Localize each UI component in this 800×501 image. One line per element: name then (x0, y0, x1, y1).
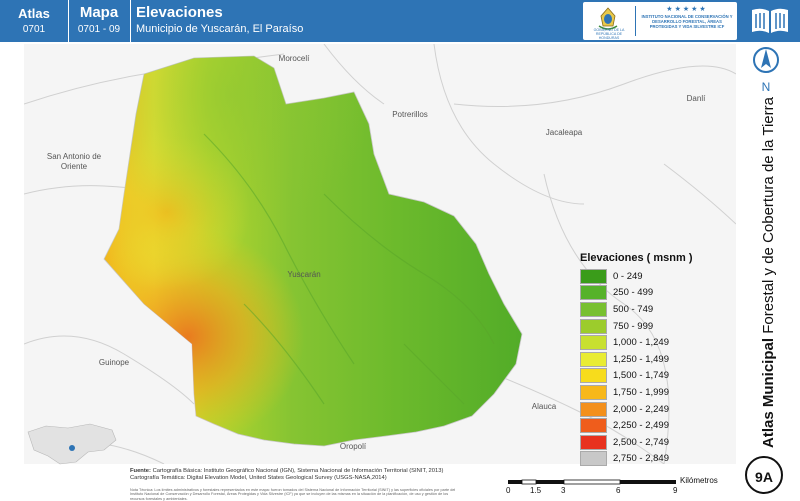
source-line-2: Cartografía Temática: Digital Elevation … (130, 475, 387, 481)
legend-label: 250 - 499 (613, 287, 654, 299)
legend-row: 2,750 - 2,849 (580, 451, 730, 468)
scale-bar: 0 1.5 3 6 9 Kilómetros (500, 476, 718, 500)
legend-label: 1,500 - 1,749 (613, 370, 669, 382)
legend-row: 750 - 999 (580, 318, 730, 335)
legend-row: 2,250 - 2,499 (580, 417, 730, 434)
place-san-antonio: San Antonio de Oriente (46, 152, 102, 171)
scale-tick: 9 (673, 486, 678, 495)
legend-label: 500 - 749 (613, 303, 654, 315)
legend-row: 1,750 - 1,999 (580, 384, 730, 401)
scale-tick: 0 (506, 486, 511, 495)
logo-divider (635, 6, 636, 36)
scale-bar-graphic (508, 479, 676, 485)
source-label: Fuente: (130, 468, 151, 474)
legend-rows: 0 - 249 250 - 499 500 - 749 750 - 999 1,… (580, 268, 730, 467)
atlas-label: Atlas (18, 6, 50, 21)
legend-row: 2,500 - 2,749 (580, 434, 730, 451)
legend-swatch (580, 335, 607, 351)
scale-tick: 1.5 (530, 486, 542, 495)
legend-swatch (580, 318, 607, 334)
place-oropoli: Oropolí (339, 442, 367, 451)
place-alauca: Alauca (531, 402, 557, 411)
legend-row: 0 - 249 (580, 268, 730, 285)
atlas-cell: Atlas 0701 (0, 0, 69, 42)
legend-label: 1,750 - 1,999 (613, 386, 669, 398)
north-arrow-icon: N (753, 47, 779, 94)
place-danli: Danlí (686, 94, 706, 103)
legend-swatch (580, 268, 607, 284)
legend-swatch (580, 368, 607, 384)
elevation-map (24, 44, 736, 464)
place-yuscaran: Yuscarán (287, 270, 321, 279)
vertical-title-rest: Forestal y de Cobertura de la Tierra (760, 97, 777, 338)
legend-swatch (580, 351, 607, 367)
scale-unit: Kilómetros (680, 476, 718, 485)
honduras-crest-icon (598, 7, 618, 30)
book-icon (752, 8, 788, 33)
legend-row: 1,000 - 1,249 (580, 334, 730, 351)
north-label: N (762, 80, 771, 94)
scale-tick: 6 (616, 486, 621, 495)
legend-label: 2,500 - 2,749 (613, 436, 669, 448)
legend-row: 250 - 499 (580, 285, 730, 302)
map-label: Mapa (79, 4, 119, 21)
legend-swatch (580, 418, 607, 434)
vertical-title-bold: Atlas Municipal (760, 337, 777, 448)
map-area: Morocelí Potrerillos Danlí Jacaleapa San… (24, 44, 736, 464)
legend-label: 750 - 999 (613, 320, 654, 332)
legend-title: Elevaciones ( msnm ) (580, 252, 693, 264)
place-moroceli: Morocelí (278, 54, 310, 63)
legend-row: 2,000 - 2,249 (580, 401, 730, 418)
legend: Elevaciones ( msnm ) 0 - 249 250 - 499 5… (580, 252, 730, 467)
header-bar: Atlas 0701 Mapa 0701 - 09 Elevaciones Mu… (0, 0, 800, 42)
atlas-vertical-title: Atlas Municipal Forestal y de Cobertura … (760, 97, 777, 448)
title-block: Elevaciones Municipio de Yuscarán, El Pa… (136, 4, 303, 35)
page-title: Elevaciones (136, 4, 223, 21)
legend-label: 2,000 - 2,249 (613, 403, 669, 415)
map-cell: Mapa 0701 - 09 (68, 0, 131, 42)
place-potrerillos: Potrerillos (392, 110, 428, 119)
sheet-badge: 9A (745, 456, 783, 494)
legend-label: 0 - 249 (613, 270, 643, 282)
atlas-code: 0701 (22, 24, 46, 35)
legend-swatch (580, 384, 607, 400)
legend-label: 2,750 - 2,849 (613, 453, 669, 465)
stars-icon: ★★★★★ (666, 6, 708, 13)
icf-text: INSTITUTO NACIONAL DE CONSERVACIÓN Y DES… (641, 14, 733, 29)
legend-row: 1,500 - 1,749 (580, 368, 730, 385)
scale-tick: 3 (561, 486, 566, 495)
source-line-1: Cartografía Básica: Instituto Geográfico… (152, 468, 444, 474)
map-code: 0701 - 09 (77, 24, 121, 35)
legend-swatch (580, 451, 607, 467)
yuscaran-municipality (103, 55, 523, 447)
legend-row: 500 - 749 (580, 301, 730, 318)
legend-swatch (580, 434, 607, 450)
place-jacaleapa: Jacaleapa (545, 128, 583, 137)
technical-notes: Nota Técnica: Los límites administrativo… (130, 488, 456, 501)
legend-label: 1,000 - 1,249 (613, 337, 669, 349)
legend-row: 1,250 - 1,499 (580, 351, 730, 368)
north-arrow: N (752, 44, 780, 94)
legend-swatch (580, 285, 607, 301)
legend-swatch (580, 401, 607, 417)
legend-label: 2,250 - 2,499 (613, 420, 669, 432)
source-block: Fuente: Cartografía Básica: Instituto Ge… (130, 468, 460, 482)
locator-inset-map (27, 423, 117, 465)
legend-label: 1,250 - 1,499 (613, 353, 669, 365)
legend-swatch (580, 301, 607, 317)
page-subtitle: Municipio de Yuscarán, El Paraíso (136, 23, 304, 35)
institution-logos: GOBIERNO DE LA REPÚBLICA DE HONDURAS ★★★… (583, 2, 737, 40)
government-text: GOBIERNO DE LA REPÚBLICA DE HONDURAS (593, 28, 625, 40)
place-guinope: Guinope (98, 358, 130, 367)
